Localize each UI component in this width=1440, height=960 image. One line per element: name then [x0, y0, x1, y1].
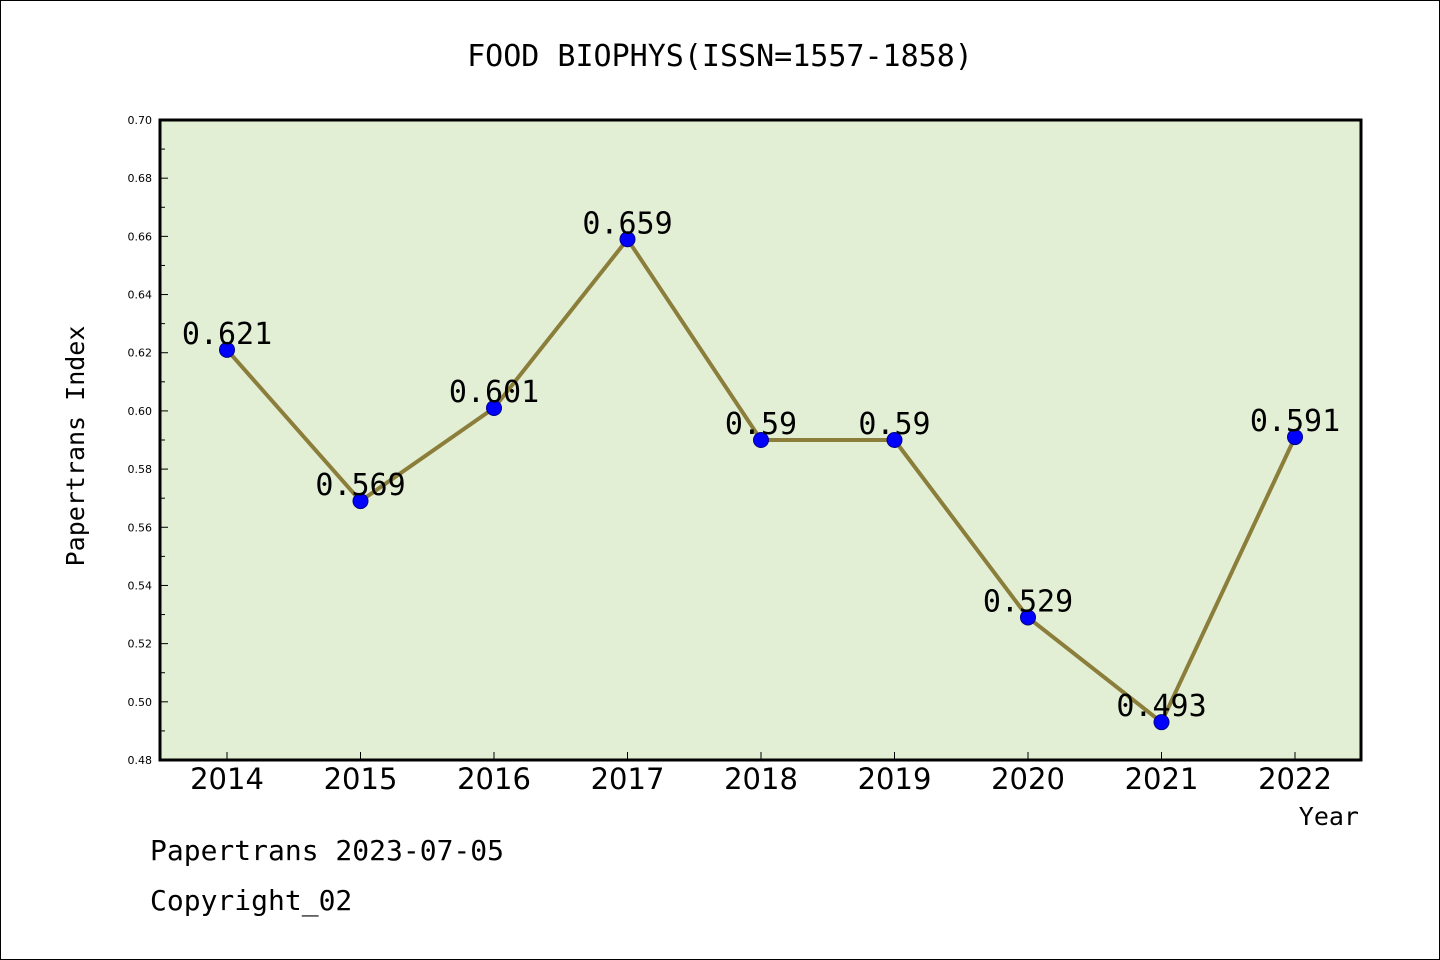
data-point: [1287, 429, 1303, 446]
plot-border: [158, 118, 1363, 762]
data-label: 0.529: [983, 584, 1073, 619]
data-point: [352, 493, 369, 510]
data-label: 0.59: [725, 407, 797, 442]
x-tick-label: 2022: [1258, 762, 1332, 796]
x-tick-label: 2015: [324, 762, 398, 796]
y-tick-label: 0.50: [128, 696, 153, 709]
data-point: [619, 231, 636, 248]
series-group: [219, 231, 1303, 731]
x-tick-label: 2014: [190, 762, 264, 796]
y-tick-label: 0.54: [128, 579, 153, 592]
data-label: 0.569: [315, 468, 405, 503]
y-tick-label: 0.62: [128, 347, 153, 360]
data-label: 0.591: [1250, 404, 1340, 439]
x-tick-label: 2021: [1125, 762, 1199, 796]
copyright-text: Copyright_02: [150, 884, 353, 917]
data-point: [886, 432, 903, 448]
data-point: [1020, 609, 1036, 626]
x-axis: 2014 2015 2016 2017 2018 2019 2020 2021 2022: [190, 752, 1332, 796]
data-point: [1153, 714, 1170, 731]
y-tick-label: 0.48: [128, 754, 153, 767]
y-tick-label: 0.56: [128, 521, 153, 534]
y-tick-label: 0.60: [128, 405, 153, 418]
data-labels: 0.621 0.569 0.601 0.659 0.59 0.59 0.529 0.493 0.…: [182, 206, 1340, 724]
y-tick-label: 0.64: [128, 289, 153, 302]
y-tick-label: 0.70: [128, 114, 153, 127]
y-tick-label: 0.52: [128, 638, 153, 651]
source-date-text: Papertrans 2023-07-05: [150, 834, 505, 867]
x-tick-label: 2016: [457, 762, 531, 796]
data-label: 0.659: [582, 206, 672, 241]
data-point: [486, 400, 502, 416]
data-point: [753, 432, 769, 448]
chart-title: FOOD BIOPHYS(ISSN=1557-1858): [467, 39, 973, 74]
data-label: 0.59: [858, 407, 930, 442]
data-point: [219, 341, 235, 358]
y-tick-label: 0.68: [128, 172, 153, 185]
y-axis-label: Papertrans Index: [61, 326, 90, 567]
x-axis-label: Year: [1299, 802, 1359, 831]
x-tick-label: 2019: [858, 762, 932, 796]
data-label: 0.601: [449, 375, 539, 410]
x-tick-label: 2020: [991, 762, 1065, 796]
x-tick-label: 2017: [591, 762, 665, 796]
y-tick-label: 0.66: [128, 230, 153, 243]
data-label: 0.621: [182, 317, 272, 352]
x-tick-label: 2018: [724, 762, 798, 796]
data-label: 0.493: [1116, 689, 1206, 724]
y-tick-label: 0.58: [128, 463, 153, 476]
